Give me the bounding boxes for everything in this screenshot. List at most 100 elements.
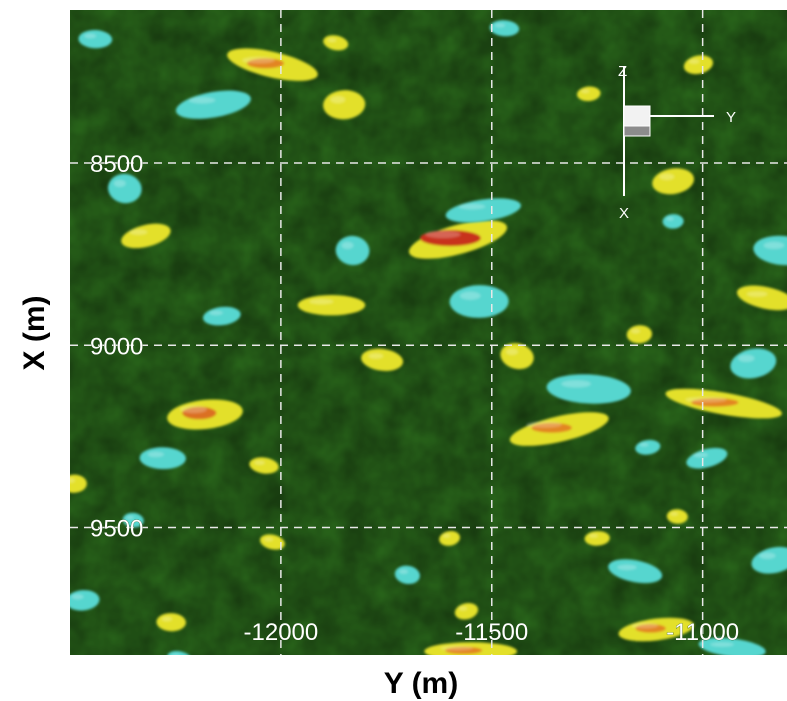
blob-highlight (639, 442, 649, 447)
y-tick-label: 9500 (90, 515, 143, 542)
y-tick-label: 8500 (90, 151, 143, 178)
blob-highlight (129, 229, 148, 235)
feature-blob (662, 214, 684, 229)
blob-highlight (631, 622, 659, 629)
x-tick-label: -12000 (244, 619, 319, 646)
blob-highlight (180, 405, 207, 414)
triad-cube-top (623, 105, 651, 127)
blob-highlight (763, 241, 785, 250)
feature-blob (618, 617, 694, 642)
blob-highlight (188, 97, 216, 104)
feature-blob (439, 530, 461, 546)
feature-blob (167, 399, 243, 430)
feature-blob (509, 412, 609, 446)
feature-blob (121, 223, 171, 249)
feature-blob (122, 512, 144, 528)
blob-body (70, 474, 87, 493)
blob-highlight (526, 421, 562, 428)
feature-blob (546, 374, 631, 404)
blob-highlight (254, 460, 265, 465)
blob-highlight (71, 594, 84, 600)
blob-body (297, 294, 366, 316)
feature-blob (361, 348, 404, 371)
feature-blob (576, 86, 601, 102)
feature-blob (626, 325, 653, 344)
feature-blob (489, 20, 520, 37)
feature-blob (408, 220, 508, 259)
feature-blob (394, 565, 420, 585)
feature-blob (652, 168, 695, 195)
blob-highlight (70, 478, 75, 483)
feature-blob (108, 173, 142, 204)
y-tick-label: 9000 (90, 333, 143, 360)
tick-labels: -12000 -11500 -11000 8500 9000 9500 (90, 151, 740, 647)
blob-highlight (561, 380, 591, 388)
blob-highlight (330, 96, 346, 104)
blob-highlight (588, 534, 598, 538)
blob-highlight (666, 216, 674, 221)
feature-blob (297, 294, 366, 316)
blob-body (686, 447, 728, 469)
orientation-triad: Z Y X (618, 63, 736, 222)
feature-blob (686, 447, 728, 469)
blob-highlight (264, 537, 274, 542)
feature-blob (227, 48, 318, 81)
blob-highlight (84, 33, 97, 39)
blob-highlight (242, 57, 275, 64)
blob-highlight (172, 654, 180, 655)
blob-highlight (458, 203, 486, 210)
feature-blob (323, 35, 349, 51)
feature-blob (70, 474, 87, 493)
feature-blob (500, 343, 534, 370)
feature-blob (249, 457, 279, 474)
blob-highlight (581, 89, 590, 94)
blob-highlight (113, 179, 126, 188)
feature-blob (156, 613, 186, 632)
blob-highlight (440, 645, 473, 651)
feature-blob (736, 285, 787, 311)
feature-blob (683, 55, 713, 75)
feature-blob (584, 531, 610, 546)
feature-blob (635, 439, 661, 455)
blob-highlight (659, 173, 675, 180)
blob-highlight (327, 38, 337, 43)
feature-blob (424, 642, 518, 655)
feature-blobs (70, 20, 787, 655)
feature-blob (753, 235, 787, 266)
blob-highlight (693, 452, 708, 458)
gridlines (70, 10, 787, 655)
triad-label-x: X (619, 205, 629, 222)
feature-blob (449, 285, 509, 318)
feature-blob (666, 509, 688, 524)
feature-blob (608, 559, 663, 584)
blob-highlight (425, 230, 461, 239)
blob-body (736, 285, 787, 311)
feature-blob (323, 90, 366, 120)
blob-highlight (631, 328, 641, 334)
feature-blob (698, 637, 766, 655)
blob-highlight (759, 552, 776, 559)
triad-label-z: Z (618, 63, 627, 80)
blob-highlight (209, 310, 223, 316)
blob-highlight (617, 564, 637, 571)
blob-highlight (161, 616, 172, 622)
y-axis-title: X (m) (18, 296, 51, 371)
feature-blob (139, 447, 186, 470)
x-tick-label: -11500 (455, 619, 528, 646)
blob-highlight (309, 299, 334, 305)
blob-highlight (494, 23, 506, 28)
feature-blob (202, 306, 241, 326)
blob-highlight (688, 59, 700, 64)
triad-cube-side (623, 125, 651, 137)
blob-highlight (147, 451, 164, 458)
feature-blob (70, 590, 100, 611)
feature-blob (78, 30, 113, 49)
blob-highlight (710, 642, 734, 647)
blob-highlight (341, 241, 354, 250)
plot-area (70, 10, 787, 655)
feature-blob (260, 534, 285, 550)
blob-highlight (126, 515, 134, 520)
blob-highlight (399, 569, 409, 574)
feature-blob (175, 90, 251, 119)
